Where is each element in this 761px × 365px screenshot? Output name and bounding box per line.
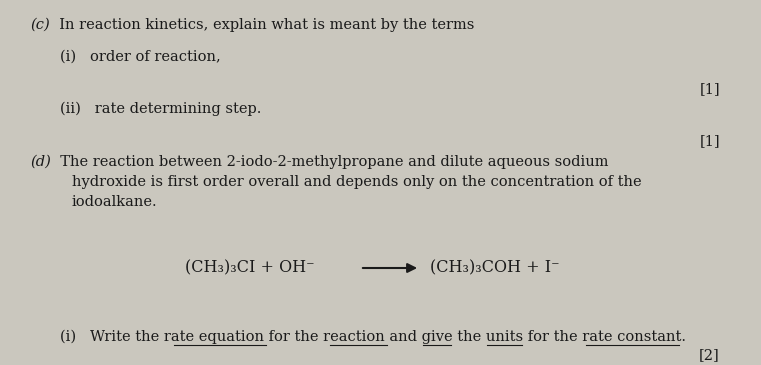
Text: hydroxide is first order overall and depends only on the concentration of the: hydroxide is first order overall and dep… — [72, 175, 642, 189]
Text: (c): (c) — [30, 18, 49, 32]
Text: The reaction between 2-iodo-2-methylpropane and dilute aqueous sodium: The reaction between 2-iodo-2-methylprop… — [51, 155, 608, 169]
Text: [2]: [2] — [699, 348, 720, 362]
Text: [1]: [1] — [699, 82, 720, 96]
Text: iodoalkane.: iodoalkane. — [72, 195, 158, 209]
Text: (CH₃)₃CI + OH⁻: (CH₃)₃CI + OH⁻ — [185, 260, 314, 277]
Text: (i)   order of reaction,: (i) order of reaction, — [60, 50, 221, 64]
Text: In reaction kinetics, explain what is meant by the terms: In reaction kinetics, explain what is me… — [49, 18, 474, 32]
Text: [1]: [1] — [699, 134, 720, 148]
Text: (CH₃)₃COH + I⁻: (CH₃)₃COH + I⁻ — [430, 260, 559, 277]
Text: (d): (d) — [30, 155, 51, 169]
Text: (i)   Write the rate equation for the reaction and give the units for the rate c: (i) Write the rate equation for the reac… — [60, 330, 686, 345]
Text: (ii)   rate determining step.: (ii) rate determining step. — [60, 102, 261, 116]
